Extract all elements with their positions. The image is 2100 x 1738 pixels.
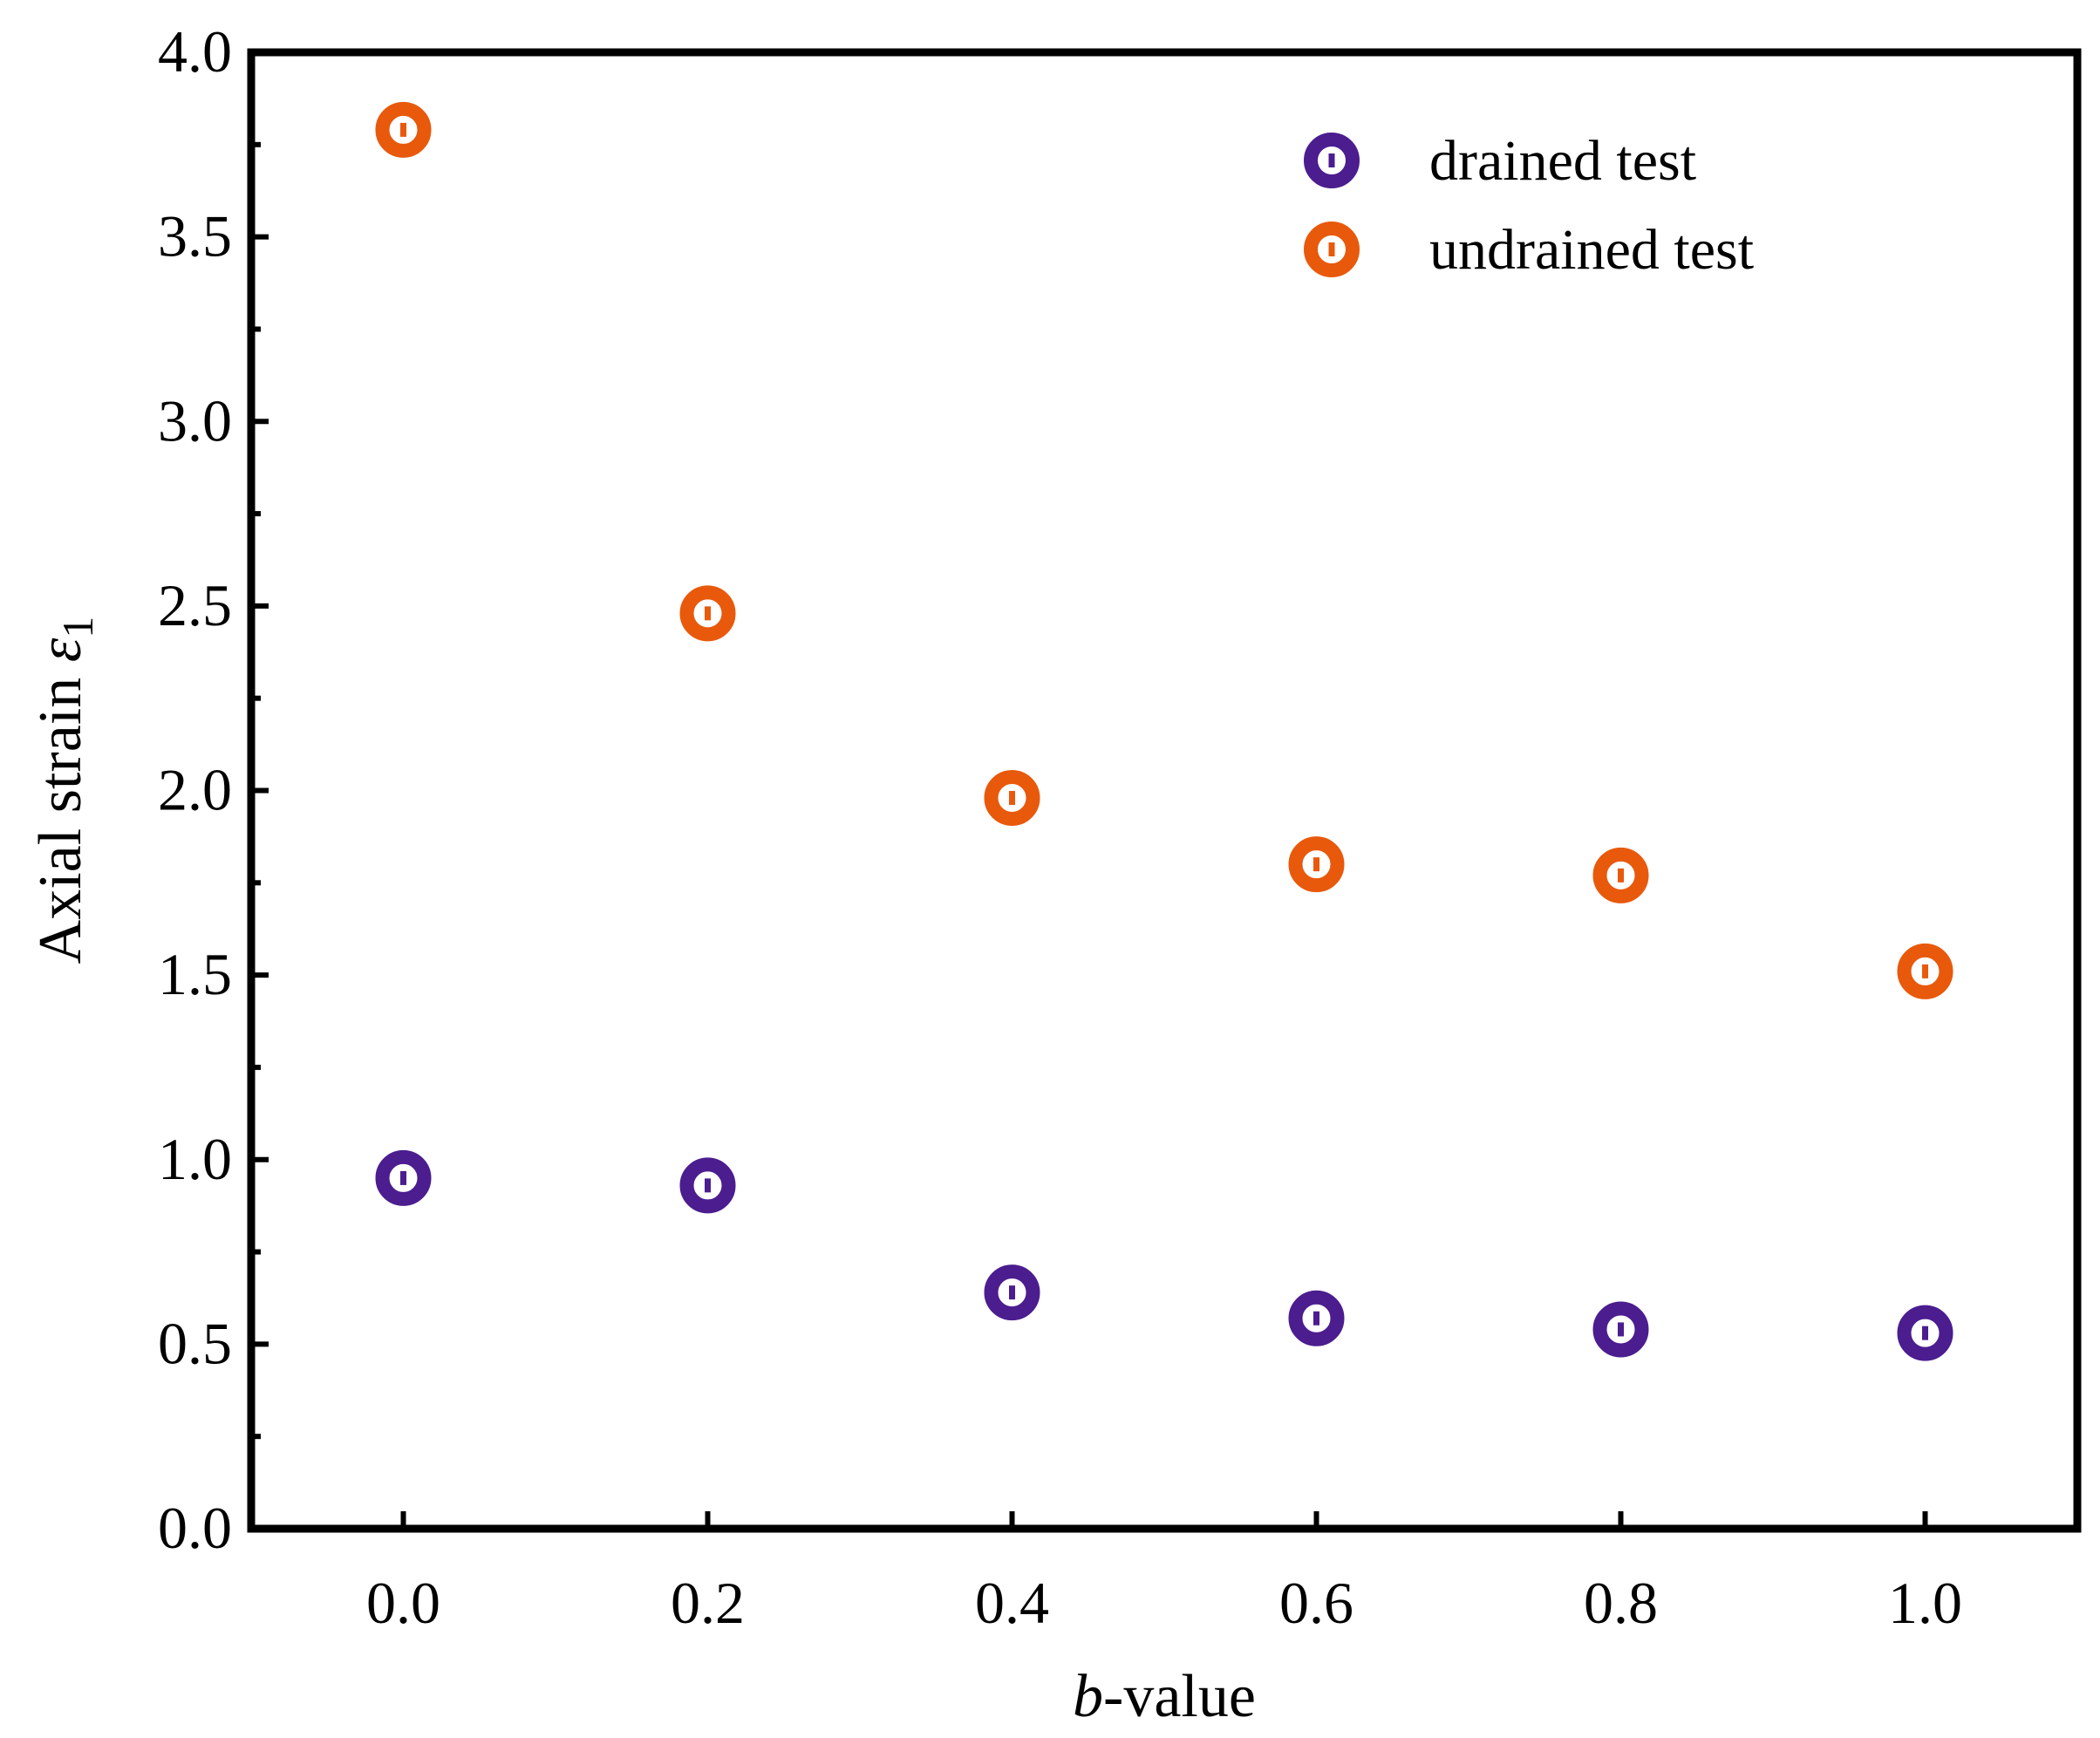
- x-tick-label: 0.0: [366, 1570, 440, 1636]
- data-points: [375, 101, 1953, 1361]
- x-tick-label: 1.0: [1888, 1570, 1962, 1636]
- data-point-drained: [375, 1149, 432, 1206]
- y-tick-label: 2.0: [158, 757, 232, 823]
- data-point-drained: [1897, 1305, 1953, 1361]
- legend-label: drained test: [1429, 129, 1696, 193]
- y-tick-label: 2.5: [158, 572, 232, 638]
- x-tick-label: 0.6: [1279, 1570, 1353, 1636]
- legend: drained test undrained test: [1304, 129, 1754, 282]
- data-point-drained: [1592, 1301, 1649, 1358]
- y-tick-label: 1.0: [158, 1126, 232, 1192]
- data-point-undrained: [679, 585, 736, 642]
- data-point-undrained: [1897, 943, 1953, 999]
- x-tick-label: 0.4: [975, 1570, 1049, 1636]
- data-point-drained: [679, 1157, 736, 1214]
- y-tick-label: 1.5: [158, 941, 232, 1007]
- legend-marker-drained: [1304, 133, 1360, 188]
- x-tick-label: 0.2: [671, 1570, 745, 1636]
- legend-marker-undrained: [1304, 222, 1360, 277]
- data-point-drained: [1288, 1290, 1345, 1346]
- y-tick-label: 3.5: [158, 203, 232, 269]
- x-axis-ticks: 0.0 0.2 0.4 0.6 0.8 1.0: [366, 1511, 1962, 1636]
- data-point-undrained: [375, 101, 432, 158]
- y-tick-label: 4.0: [158, 18, 232, 85]
- y-tick-label: 0.5: [158, 1310, 232, 1376]
- data-point-undrained: [1288, 836, 1345, 893]
- y-tick-label: 3.0: [158, 387, 232, 453]
- y-tick-label: 0.0: [158, 1495, 232, 1561]
- data-point-undrained: [1592, 847, 1649, 903]
- x-tick-label: 0.8: [1584, 1570, 1658, 1636]
- y-axis-ticks: 0.0 0.5 1.0 1.5 2.0 2.5 3.0 3.5 4.0: [158, 18, 269, 1561]
- y-axis-label: Axial strain ε1: [27, 617, 102, 964]
- data-point-undrained: [984, 769, 1040, 826]
- data-point-drained: [984, 1264, 1040, 1321]
- x-axis-label: b-value: [1073, 1663, 1256, 1730]
- plot-area: [247, 48, 2082, 1533]
- legend-label: undrained test: [1429, 218, 1754, 282]
